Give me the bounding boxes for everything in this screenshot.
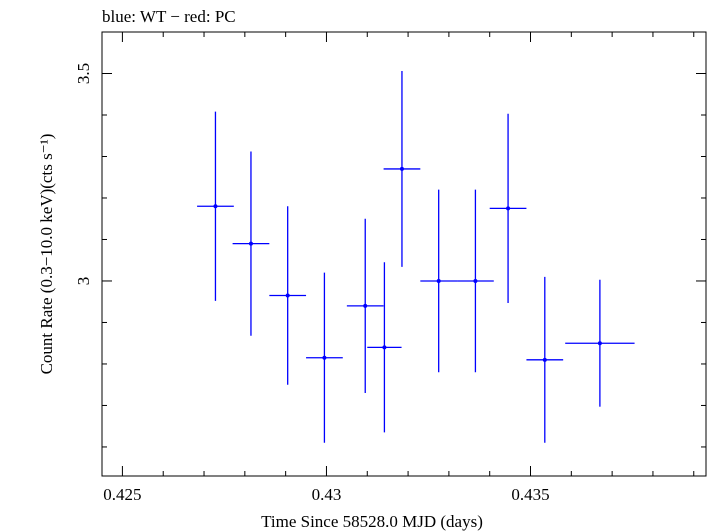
- point-marker: [399, 166, 404, 171]
- data-point: [565, 279, 635, 407]
- data-point: [232, 151, 270, 336]
- point-marker: [363, 303, 368, 308]
- point-marker: [597, 341, 602, 346]
- point-marker: [213, 204, 218, 209]
- point-marker: [436, 278, 441, 283]
- point-marker: [542, 357, 547, 362]
- y-tick-label: 3: [74, 277, 93, 286]
- y-axis: 33.5: [74, 31, 706, 448]
- data-point: [346, 218, 384, 394]
- point-marker: [285, 293, 290, 298]
- x-tick-label: 0.43: [312, 485, 342, 504]
- x-tick-label: 0.425: [103, 485, 141, 504]
- y-axis-label: Count Rate (0.3−10.0 keV)(cts s⁻¹): [37, 134, 56, 375]
- point-marker: [473, 278, 478, 283]
- data-point: [383, 71, 421, 267]
- data-point: [306, 272, 343, 443]
- x-tick-label: 0.435: [511, 485, 549, 504]
- point-marker: [382, 345, 387, 350]
- plot-frame: [101, 31, 707, 477]
- x-axis-label: Time Since 58528.0 MJD (days): [261, 512, 483, 531]
- chart-title: blue: WT − red: PC: [102, 7, 236, 26]
- data-point: [420, 189, 458, 373]
- y-tick-label: 3.5: [74, 63, 93, 84]
- data-point: [197, 111, 234, 301]
- data-point: [457, 189, 494, 373]
- data-point: [489, 113, 527, 303]
- data-point: [526, 276, 564, 443]
- data-series: [197, 71, 635, 443]
- data-point: [269, 206, 307, 385]
- point-marker: [248, 241, 253, 246]
- data-point: [367, 262, 402, 433]
- x-axis: 0.425 0.43 0.435: [103, 32, 695, 504]
- point-marker: [506, 206, 511, 211]
- point-marker: [322, 355, 327, 360]
